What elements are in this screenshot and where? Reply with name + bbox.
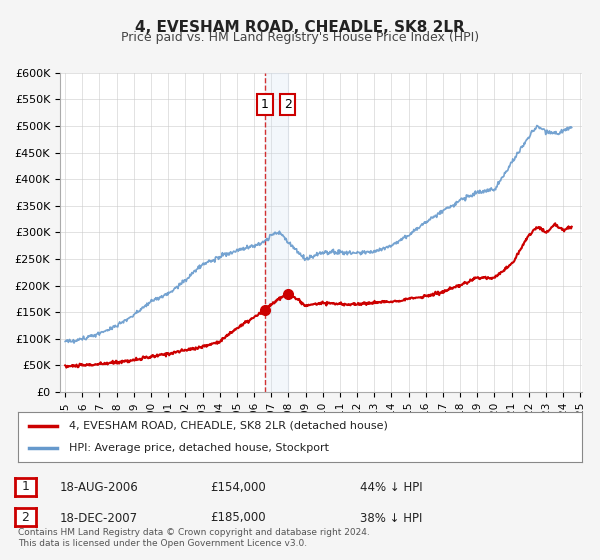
Text: 1: 1 — [261, 98, 269, 111]
Text: 38% ↓ HPI: 38% ↓ HPI — [360, 511, 422, 525]
Text: HPI: Average price, detached house, Stockport: HPI: Average price, detached house, Stoc… — [69, 443, 329, 453]
Text: £185,000: £185,000 — [210, 511, 266, 525]
Text: 18-AUG-2006: 18-AUG-2006 — [60, 480, 139, 494]
Text: 1: 1 — [22, 480, 29, 493]
Text: 4, EVESHAM ROAD, CHEADLE, SK8 2LR: 4, EVESHAM ROAD, CHEADLE, SK8 2LR — [135, 20, 465, 35]
Text: £154,000: £154,000 — [210, 480, 266, 494]
Text: 18-DEC-2007: 18-DEC-2007 — [60, 511, 138, 525]
Text: Contains HM Land Registry data © Crown copyright and database right 2024.
This d: Contains HM Land Registry data © Crown c… — [18, 528, 370, 548]
Bar — [265, 73, 287, 392]
Text: 4, EVESHAM ROAD, CHEADLE, SK8 2LR (detached house): 4, EVESHAM ROAD, CHEADLE, SK8 2LR (detac… — [69, 421, 388, 431]
Text: 44% ↓ HPI: 44% ↓ HPI — [360, 480, 422, 494]
Text: 2: 2 — [284, 98, 292, 111]
Text: Price paid vs. HM Land Registry's House Price Index (HPI): Price paid vs. HM Land Registry's House … — [121, 31, 479, 44]
Text: 2: 2 — [22, 511, 29, 524]
